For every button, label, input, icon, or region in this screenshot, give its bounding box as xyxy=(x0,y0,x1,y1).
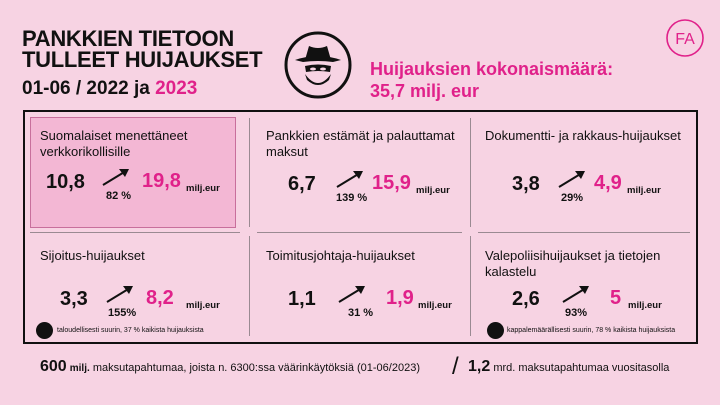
title-line-2: TULLEET HUIJAUKSET xyxy=(22,47,263,72)
change-percent: 31 % xyxy=(348,307,374,319)
fa-logo: FA xyxy=(666,19,704,57)
logo-text: FA xyxy=(675,31,695,48)
cow-icon xyxy=(36,322,53,339)
footer-right-unit: mrd. xyxy=(493,362,516,374)
bandit-icon xyxy=(284,31,352,99)
highlight-card-bg xyxy=(30,117,236,228)
page-title: PANKKIEN TIETOON TULLEET HUIJAUKSET xyxy=(22,26,263,72)
card-note: kappalemäärällisesti suurin, 78 % kaikis… xyxy=(507,327,676,334)
increase-arrow-icon xyxy=(338,286,365,303)
footer-left-text: maksutapahtumaa, joista n. 6300:ssa väär… xyxy=(92,362,420,374)
divider xyxy=(478,232,690,233)
footer-left-value: 600 xyxy=(40,358,67,375)
unit: milj.eur xyxy=(418,300,452,311)
increase-arrow-icon xyxy=(336,171,363,188)
unit: milj.eur xyxy=(186,300,220,311)
increase-arrow-icon xyxy=(558,171,585,188)
footer-left-unit: milj. xyxy=(69,363,90,374)
value-2022: 10,8 xyxy=(46,171,85,193)
title-line-1: PANKKIEN TIETOON xyxy=(22,26,234,51)
value-2022: 2,6 xyxy=(512,288,540,310)
card-label: Valepoliisihuijaukset ja tietojen kalast… xyxy=(485,248,661,279)
card-note: taloudellisesti suurin, 37 % kaikista hu… xyxy=(57,327,204,334)
divider xyxy=(470,236,471,336)
footer-right-value: 1,2 xyxy=(468,358,491,375)
value-2023: 4,9 xyxy=(594,172,622,194)
period: 01-06 / 2022 ja 2023 xyxy=(22,78,197,100)
footer-left: 600 milj. maksutapahtumaa, joista n. 630… xyxy=(40,358,420,376)
value-2023: 1,9 xyxy=(386,287,414,309)
total-label: Huijauksien kokonaismäärä: xyxy=(370,59,614,79)
card-label: Suomalaiset menettäneet verkkorikollisil… xyxy=(40,128,188,159)
value-2022: 1,1 xyxy=(288,288,316,310)
unit: milj.eur xyxy=(628,300,662,311)
value-2023: 15,9 xyxy=(372,172,411,194)
total-amount: Huijauksien kokonaismäärä: 35,7 milj. eu… xyxy=(370,58,613,102)
total-value: 35,7 milj. eur xyxy=(370,81,480,101)
change-percent: 82 % xyxy=(106,190,132,202)
increase-arrow-icon xyxy=(102,169,129,186)
divider xyxy=(249,236,250,336)
change-percent: 29% xyxy=(561,192,584,204)
card-label: Dokumentti- ja rakkaus-huijaukset xyxy=(485,128,681,143)
divider xyxy=(249,118,250,227)
value-2023: 5 xyxy=(610,287,622,309)
card-label: Toimitusjohtaja-huijaukset xyxy=(266,248,415,263)
cow-icon xyxy=(487,322,504,339)
card-label: Pankkien estämät ja palauttamat maksut xyxy=(266,128,455,159)
card-label: Sijoitus-huijaukset xyxy=(40,248,145,263)
value-2022: 6,7 xyxy=(288,173,316,195)
value-2022: 3,3 xyxy=(60,288,88,310)
value-2023: 19,8 xyxy=(142,170,181,192)
divider xyxy=(30,232,240,233)
footer-separator: / xyxy=(452,353,459,380)
increase-arrow-icon xyxy=(106,286,133,303)
divider xyxy=(257,232,462,233)
period-prefix: 01-06 / 2022 ja xyxy=(22,78,156,99)
change-percent: 155% xyxy=(108,307,137,319)
stats-panel xyxy=(23,110,698,344)
footer-right: 1,2 mrd. maksutapahtumaa vuositasolla xyxy=(468,358,669,376)
unit: milj.eur xyxy=(627,185,661,196)
unit: milj.eur xyxy=(416,185,450,196)
change-percent: 93% xyxy=(565,307,588,319)
footer-right-text: maksutapahtumaa vuositasolla xyxy=(518,362,670,374)
value-2022: 3,8 xyxy=(512,173,540,195)
change-percent: 139 % xyxy=(336,192,368,204)
value-2023: 8,2 xyxy=(146,287,174,309)
period-year: 2023 xyxy=(155,78,198,99)
divider xyxy=(470,118,471,227)
unit: milj.eur xyxy=(186,183,220,194)
increase-arrow-icon xyxy=(562,286,589,303)
